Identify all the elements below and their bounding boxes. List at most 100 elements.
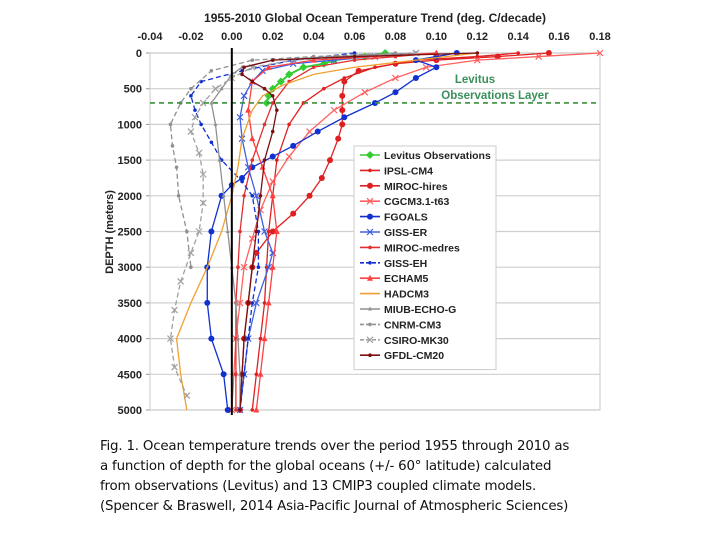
data-point xyxy=(262,158,267,162)
data-point xyxy=(361,88,369,96)
y-tick-label: 3000 xyxy=(118,262,142,274)
data-point xyxy=(187,249,195,257)
y-axis-label: DEPTH (meters) xyxy=(104,190,116,274)
data-point xyxy=(269,178,277,185)
data-point xyxy=(306,192,313,199)
legend-label: GFDL-CM20 xyxy=(384,350,444,362)
data-point xyxy=(322,86,326,91)
data-point xyxy=(341,114,348,121)
data-point xyxy=(250,408,255,412)
legend-label: Levitus Observations xyxy=(384,150,491,162)
data-point xyxy=(285,153,293,160)
legend: Levitus Observations IPSL-CM4 MIROC-hires C… xyxy=(353,145,497,371)
series-line xyxy=(175,52,478,411)
data-point xyxy=(367,182,373,189)
data-point xyxy=(269,263,276,270)
data-point xyxy=(265,63,272,70)
data-point xyxy=(220,371,227,378)
data-point xyxy=(366,336,374,344)
data-point xyxy=(355,67,362,74)
x-tick-label: -0.02 xyxy=(178,31,203,43)
data-point xyxy=(199,170,207,178)
legend-entry: FGOALS xyxy=(360,212,428,224)
data-point xyxy=(257,370,264,377)
x-tick-label: 0.02 xyxy=(262,31,283,43)
legend-entry: MIROC-medres xyxy=(360,242,460,254)
data-point xyxy=(473,56,481,64)
data-point xyxy=(494,53,501,60)
series-group xyxy=(167,49,604,414)
x-tick-labels: -0.04 -0.02 0.00 0.02 0.04 0.06 0.08 0.10 0.12 0.… xyxy=(137,31,610,43)
data-point xyxy=(245,106,252,113)
data-point xyxy=(261,335,268,342)
data-point xyxy=(270,58,275,62)
data-point xyxy=(270,129,275,134)
ocean-temperature-trend-chart: 1955-2010 Global Ocean Temperature Trend… xyxy=(104,11,611,417)
data-point xyxy=(341,78,348,85)
data-point xyxy=(339,92,346,99)
data-point xyxy=(168,122,173,127)
legend-label: CGCM3.1-t63 xyxy=(384,196,450,208)
data-point xyxy=(266,229,271,234)
data-point xyxy=(259,67,266,75)
data-point xyxy=(193,108,197,112)
legend-label: CNRM-CM3 xyxy=(384,319,441,331)
x-tick-label: 0.16 xyxy=(548,31,569,43)
data-point xyxy=(392,89,399,96)
data-point xyxy=(275,158,279,162)
data-point xyxy=(256,265,261,270)
data-point xyxy=(189,265,193,270)
series-echam5 xyxy=(245,49,440,413)
data-point xyxy=(240,263,248,271)
data-point xyxy=(366,228,374,236)
data-point xyxy=(242,194,246,198)
data-point xyxy=(240,372,244,377)
data-point xyxy=(339,107,346,114)
data-point xyxy=(235,336,240,341)
data-point xyxy=(352,58,357,62)
data-point xyxy=(270,101,275,105)
data-point xyxy=(367,274,373,281)
data-point xyxy=(249,135,256,142)
data-point xyxy=(236,113,244,121)
data-point xyxy=(273,228,280,234)
data-point xyxy=(516,51,520,55)
chart-title: 1955-2010 Global Ocean Temperature Trend… xyxy=(204,11,546,25)
legend-label: HADCM3 xyxy=(384,289,429,301)
data-point xyxy=(367,213,373,220)
legend-label: FGOALS xyxy=(384,212,428,224)
data-point xyxy=(368,245,372,250)
data-point xyxy=(352,54,357,59)
data-point xyxy=(252,192,260,200)
data-point xyxy=(339,121,346,128)
data-point xyxy=(254,229,259,234)
series-line xyxy=(239,52,416,411)
series-line xyxy=(190,52,355,411)
legend-entry: GFDL-CM20 xyxy=(360,350,444,362)
x-tick-label: 0.10 xyxy=(426,31,447,43)
legend-label: CSIRO-MK30 xyxy=(384,335,449,347)
data-point xyxy=(221,193,226,198)
data-point xyxy=(209,140,214,145)
series-line xyxy=(169,52,396,268)
y-tick-label: 2500 xyxy=(118,227,142,239)
data-point xyxy=(240,72,244,77)
data-point xyxy=(330,106,338,114)
legend-entry: GISS-EH xyxy=(360,258,427,270)
y-tick-label: 500 xyxy=(124,84,142,96)
data-point xyxy=(240,179,244,184)
x-tick-label: 0.14 xyxy=(507,31,529,43)
figure-caption: Fig. 1. Ocean temperature trends over th… xyxy=(100,439,570,514)
data-point xyxy=(250,58,255,62)
legend-entry: GISS-ER xyxy=(360,227,428,239)
legend-entry: CSIRO-MK30 xyxy=(360,335,449,347)
data-point xyxy=(209,69,214,73)
series-csiro-mk30 xyxy=(167,49,420,400)
data-point xyxy=(269,153,276,160)
series-gfdl-cm20 xyxy=(238,51,480,412)
y-tick-label: 0 xyxy=(136,48,142,60)
legend-label: MIROC-hires xyxy=(384,181,448,193)
data-point xyxy=(310,56,317,63)
data-point xyxy=(265,299,272,306)
y-tick-label: 4000 xyxy=(118,334,142,346)
